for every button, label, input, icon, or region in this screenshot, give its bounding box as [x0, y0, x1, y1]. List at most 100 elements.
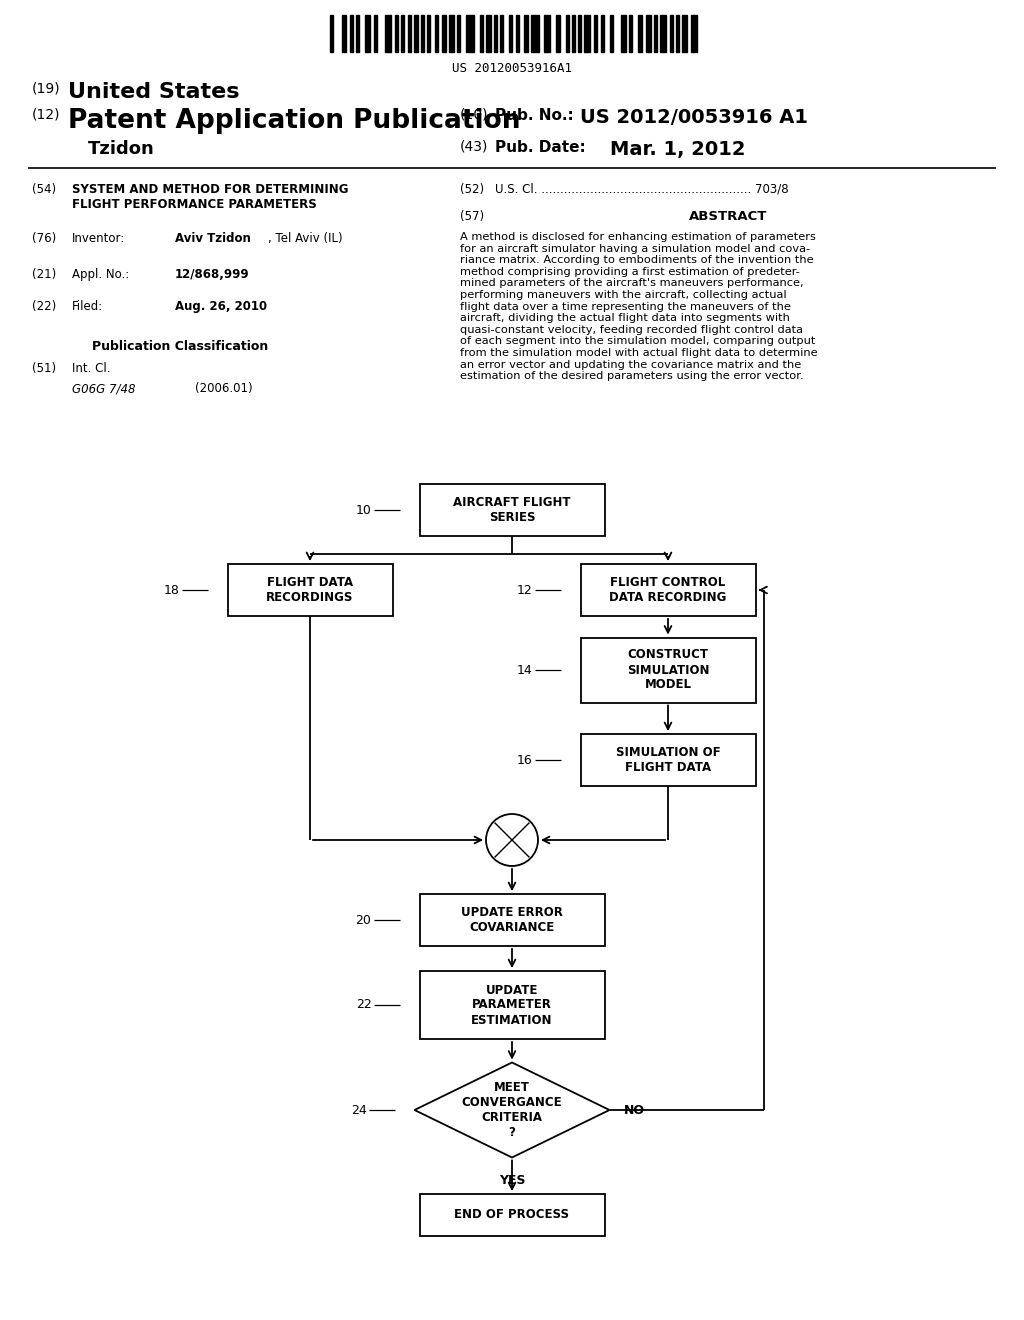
Text: Tzidon: Tzidon — [88, 140, 155, 158]
Bar — [385, 15, 391, 51]
Text: (57): (57) — [460, 210, 484, 223]
Bar — [420, 972, 604, 1039]
Bar — [442, 15, 446, 51]
Text: (54): (54) — [32, 183, 56, 195]
Bar — [653, 15, 656, 51]
Text: AIRCRAFT FLIGHT
SERIES: AIRCRAFT FLIGHT SERIES — [454, 496, 570, 524]
Bar — [227, 564, 392, 616]
Bar — [450, 15, 454, 51]
Bar — [601, 15, 604, 51]
Bar — [516, 15, 519, 51]
Bar — [556, 15, 560, 51]
Text: 14: 14 — [517, 664, 532, 676]
Bar — [374, 15, 377, 51]
Bar — [579, 15, 582, 51]
Bar — [480, 15, 483, 51]
Bar — [408, 15, 411, 51]
Bar — [494, 15, 497, 51]
Bar — [530, 15, 540, 51]
Bar — [610, 15, 613, 51]
Bar — [670, 15, 673, 51]
Text: Int. Cl.: Int. Cl. — [72, 362, 111, 375]
Text: Publication Classification: Publication Classification — [92, 341, 268, 352]
Text: United States: United States — [68, 82, 240, 102]
Bar — [420, 1195, 604, 1236]
Bar — [414, 15, 418, 51]
Bar — [566, 15, 569, 51]
Text: UPDATE
PARAMETER
ESTIMATION: UPDATE PARAMETER ESTIMATION — [471, 983, 553, 1027]
Bar — [427, 15, 430, 51]
Text: Patent Application Publication: Patent Application Publication — [68, 108, 520, 135]
Text: (2006.01): (2006.01) — [195, 381, 253, 395]
Text: (21): (21) — [32, 268, 56, 281]
Circle shape — [486, 814, 538, 866]
Text: (52): (52) — [460, 183, 484, 195]
Polygon shape — [415, 1063, 609, 1158]
Bar — [356, 15, 359, 51]
Bar — [659, 15, 666, 51]
Text: 24: 24 — [351, 1104, 367, 1117]
Text: 10: 10 — [355, 503, 372, 516]
Bar — [629, 15, 632, 51]
Text: (76): (76) — [32, 232, 56, 246]
Bar — [330, 15, 333, 51]
Text: Pub. No.:: Pub. No.: — [495, 108, 573, 123]
Text: SYSTEM AND METHOD FOR DETERMINING
FLIGHT PERFORMANCE PARAMETERS: SYSTEM AND METHOD FOR DETERMINING FLIGHT… — [72, 183, 348, 211]
Text: Pub. Date:: Pub. Date: — [495, 140, 586, 154]
Bar — [394, 15, 397, 51]
Text: CONSTRUCT
SIMULATION
MODEL: CONSTRUCT SIMULATION MODEL — [627, 648, 710, 692]
Text: MEET
CONVERGANCE
CRITERIA
?: MEET CONVERGANCE CRITERIA ? — [462, 1081, 562, 1139]
Bar — [457, 15, 460, 51]
Text: US 2012/0053916 A1: US 2012/0053916 A1 — [580, 108, 808, 127]
Bar — [581, 734, 756, 785]
Text: Appl. No.:: Appl. No.: — [72, 268, 129, 281]
Text: Mar. 1, 2012: Mar. 1, 2012 — [610, 140, 745, 158]
Bar — [594, 15, 597, 51]
Bar — [581, 564, 756, 616]
Bar — [466, 15, 474, 51]
Bar — [420, 894, 604, 946]
Text: A method is disclosed for enhancing estimation of parameters
for an aircraft sim: A method is disclosed for enhancing esti… — [460, 232, 817, 381]
Bar — [342, 15, 346, 51]
Text: NO: NO — [624, 1104, 644, 1117]
Text: FLIGHT DATA
RECORDINGS: FLIGHT DATA RECORDINGS — [266, 576, 353, 605]
Bar — [622, 15, 626, 51]
Text: (22): (22) — [32, 300, 56, 313]
Bar — [366, 15, 370, 51]
Text: 16: 16 — [517, 754, 532, 767]
Bar — [486, 15, 490, 51]
Text: ABSTRACT: ABSTRACT — [689, 210, 767, 223]
Text: (43): (43) — [460, 140, 488, 154]
Bar — [676, 15, 679, 51]
Text: SIMULATION OF
FLIGHT DATA: SIMULATION OF FLIGHT DATA — [615, 746, 720, 774]
Bar — [350, 15, 353, 51]
Bar — [572, 15, 575, 51]
Text: YES: YES — [499, 1173, 525, 1187]
Bar — [509, 15, 512, 51]
Text: END OF PROCESS: END OF PROCESS — [455, 1209, 569, 1221]
Text: UPDATE ERROR
COVARIANCE: UPDATE ERROR COVARIANCE — [461, 906, 563, 935]
Text: , Tel Aviv (IL): , Tel Aviv (IL) — [268, 232, 343, 246]
Text: Filed:: Filed: — [72, 300, 103, 313]
Bar — [523, 15, 527, 51]
Bar — [420, 484, 604, 536]
Text: Aviv Tzidon: Aviv Tzidon — [175, 232, 251, 246]
Bar — [500, 15, 503, 51]
Text: Aug. 26, 2010: Aug. 26, 2010 — [175, 300, 267, 313]
Bar — [585, 15, 591, 51]
Bar — [638, 15, 642, 51]
Text: 20: 20 — [355, 913, 372, 927]
Bar — [646, 15, 650, 51]
Text: (12): (12) — [32, 108, 60, 121]
Text: 12: 12 — [517, 583, 532, 597]
Bar — [691, 15, 697, 51]
Bar — [682, 15, 687, 51]
Text: US 20120053916A1: US 20120053916A1 — [452, 62, 572, 75]
Text: (19): (19) — [32, 82, 60, 96]
Bar — [544, 15, 550, 51]
Bar — [434, 15, 437, 51]
Bar — [400, 15, 403, 51]
Text: (10): (10) — [460, 108, 488, 121]
Text: 12/868,999: 12/868,999 — [175, 268, 250, 281]
Text: U.S. Cl. ........................................................ 703/8: U.S. Cl. ...............................… — [495, 183, 788, 195]
